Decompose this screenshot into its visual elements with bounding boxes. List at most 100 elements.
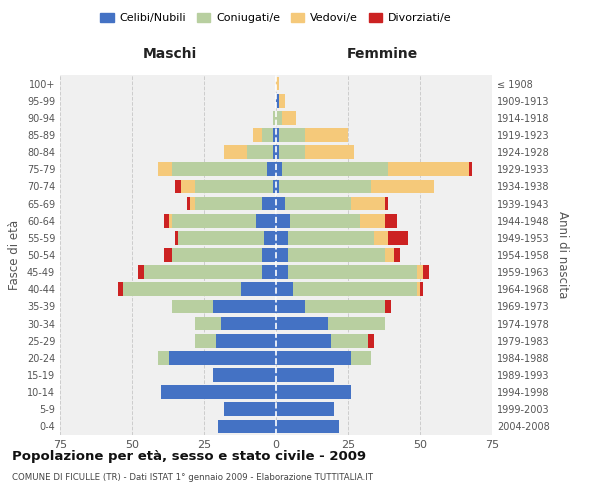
Bar xyxy=(143,266,262,279)
Bar xyxy=(385,196,388,210)
Bar xyxy=(276,111,282,124)
Bar xyxy=(169,351,276,364)
Bar xyxy=(417,282,420,296)
Bar xyxy=(241,282,276,296)
Bar xyxy=(212,300,276,314)
Bar xyxy=(273,128,276,142)
Bar xyxy=(287,231,374,244)
Bar xyxy=(305,128,348,142)
Bar xyxy=(276,162,282,176)
Bar xyxy=(284,196,351,210)
Bar xyxy=(328,316,385,330)
Bar xyxy=(268,162,276,176)
Bar xyxy=(469,162,472,176)
Bar xyxy=(181,180,196,194)
Bar xyxy=(224,402,276,416)
Bar xyxy=(262,266,276,279)
Text: Femmine: Femmine xyxy=(347,48,418,62)
Text: Popolazione per età, sesso e stato civile - 2009: Popolazione per età, sesso e stato civil… xyxy=(12,450,366,463)
Bar xyxy=(276,386,351,399)
Bar xyxy=(175,231,178,244)
Bar xyxy=(276,402,334,416)
Bar xyxy=(247,146,273,159)
Bar xyxy=(351,196,385,210)
Bar xyxy=(224,146,247,159)
Bar xyxy=(279,128,305,142)
Bar xyxy=(293,282,417,296)
Bar xyxy=(388,231,409,244)
Bar xyxy=(287,266,417,279)
Bar xyxy=(172,162,268,176)
Text: Maschi: Maschi xyxy=(142,48,197,62)
Bar xyxy=(218,420,276,434)
Bar xyxy=(164,214,169,228)
Bar xyxy=(118,282,124,296)
Bar xyxy=(276,334,331,347)
Bar xyxy=(385,248,394,262)
Y-axis label: Anni di nascita: Anni di nascita xyxy=(556,212,569,298)
Bar xyxy=(158,351,169,364)
Bar xyxy=(374,231,388,244)
Bar xyxy=(276,248,287,262)
Bar xyxy=(273,146,276,159)
Bar xyxy=(273,180,276,194)
Bar xyxy=(212,368,276,382)
Bar xyxy=(417,266,423,279)
Bar xyxy=(262,196,276,210)
Bar xyxy=(169,214,172,228)
Bar xyxy=(282,111,296,124)
Bar xyxy=(276,231,287,244)
Bar xyxy=(388,162,469,176)
Bar xyxy=(305,146,354,159)
Bar xyxy=(276,214,290,228)
Bar xyxy=(265,231,276,244)
Bar xyxy=(196,180,273,194)
Bar xyxy=(253,128,262,142)
Bar xyxy=(276,266,287,279)
Bar xyxy=(368,334,374,347)
Bar xyxy=(359,214,385,228)
Legend: Celibi/Nubili, Coniugati/e, Vedovi/e, Divorziati/e: Celibi/Nubili, Coniugati/e, Vedovi/e, Di… xyxy=(96,8,456,28)
Bar xyxy=(385,300,391,314)
Bar xyxy=(172,248,262,262)
Bar xyxy=(161,386,276,399)
Bar xyxy=(287,248,385,262)
Bar xyxy=(190,196,196,210)
Bar xyxy=(276,420,340,434)
Bar xyxy=(279,146,305,159)
Bar xyxy=(187,196,190,210)
Bar xyxy=(276,351,351,364)
Bar xyxy=(331,334,368,347)
Bar xyxy=(172,214,256,228)
Bar xyxy=(164,248,172,262)
Bar xyxy=(158,162,172,176)
Bar xyxy=(276,196,284,210)
Bar xyxy=(221,316,276,330)
Bar xyxy=(420,282,423,296)
Bar xyxy=(172,300,212,314)
Bar xyxy=(279,94,284,108)
Text: COMUNE DI FICULLE (TR) - Dati ISTAT 1° gennaio 2009 - Elaborazione TUTTITALIA.IT: COMUNE DI FICULLE (TR) - Dati ISTAT 1° g… xyxy=(12,472,373,482)
Bar xyxy=(175,180,181,194)
Bar xyxy=(394,248,400,262)
Bar xyxy=(279,180,371,194)
Bar xyxy=(276,282,293,296)
Bar xyxy=(276,316,328,330)
Bar xyxy=(282,162,388,176)
Bar xyxy=(215,334,276,347)
Bar xyxy=(262,248,276,262)
Bar xyxy=(178,231,265,244)
Bar xyxy=(371,180,434,194)
Bar xyxy=(273,111,276,124)
Bar xyxy=(196,316,221,330)
Bar xyxy=(276,94,279,108)
Bar xyxy=(196,334,215,347)
Bar xyxy=(276,368,334,382)
Bar xyxy=(276,76,279,90)
Bar xyxy=(276,128,279,142)
Y-axis label: Fasce di età: Fasce di età xyxy=(8,220,21,290)
Bar xyxy=(262,128,273,142)
Bar xyxy=(276,180,279,194)
Bar xyxy=(351,351,371,364)
Bar xyxy=(290,214,359,228)
